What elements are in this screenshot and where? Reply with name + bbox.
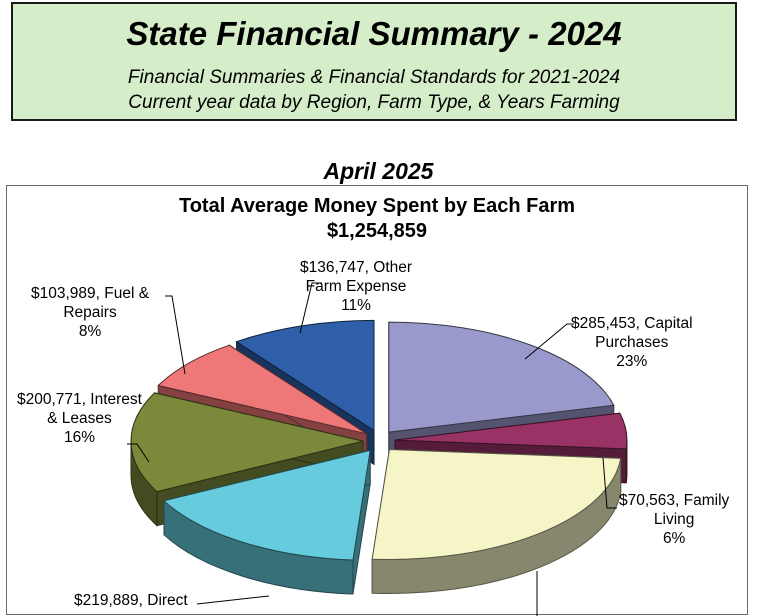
page-subtitle-line2: Current year data by Region, Farm Type, … [128, 92, 620, 113]
label-fuel-repairs: $103,989, Fuel & Repairs 8% [31, 285, 150, 340]
leader-line [127, 443, 150, 463]
pie-chart [127, 282, 628, 616]
label-capital-purchases: $285,453, Capital Purchases 23% [571, 315, 693, 370]
leader-line [602, 457, 617, 509]
chart-frame: Total Average Money Spent by Each Farm $… [6, 185, 748, 616]
report-date: April 2025 [323, 158, 434, 184]
leader-line [299, 282, 322, 334]
pie-slice-unlabeled [371, 448, 622, 594]
chart-total: $1,254,859 [326, 220, 428, 242]
label-other-farm-expense: $136,747, Other Farm Expense 11% [300, 259, 413, 314]
chart-title: Total Average Money Spent by Each Farm [178, 195, 576, 217]
label-direct: $219,889, Direct [74, 592, 188, 609]
label-interest-leases: $200,771, Interest & Leases 16% [17, 391, 142, 446]
page-title: State Financial Summary - 2024 [126, 15, 622, 52]
pie-slice-direct [163, 449, 371, 595]
label-family-living: $70,563, Family Living 6% [619, 492, 730, 547]
leader-line [165, 295, 186, 375]
leader-line [524, 323, 574, 360]
header-banner: State Financial Summary - 2024 Financial… [11, 2, 737, 121]
page-subtitle-line1: Financial Summaries & Financial Standard… [127, 67, 621, 88]
